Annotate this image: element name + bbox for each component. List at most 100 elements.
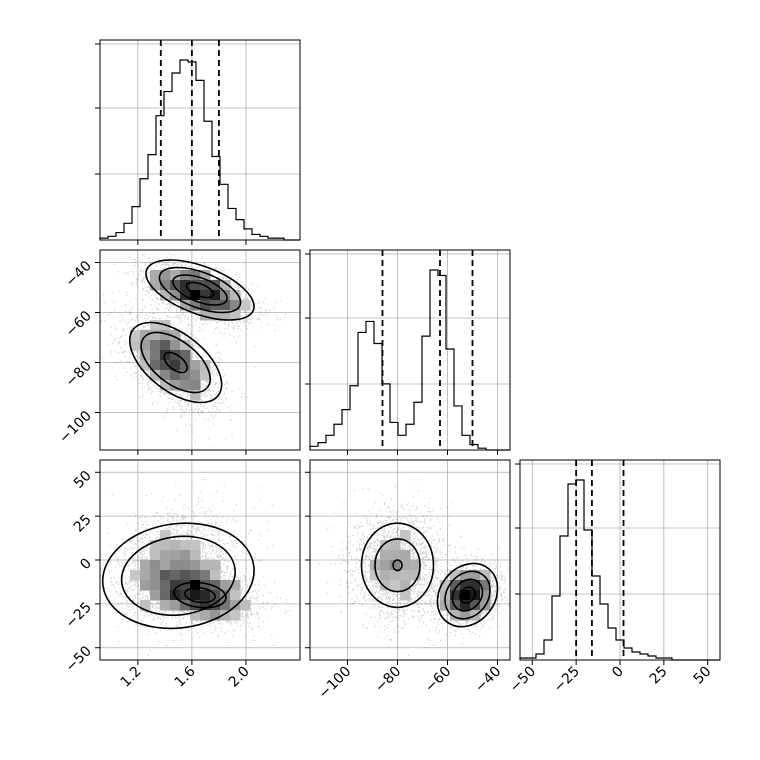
y-tick-label: −80 (63, 358, 95, 390)
scatter-points (100, 472, 291, 656)
density-cell (380, 560, 391, 571)
density-cell (200, 590, 211, 601)
density-cell (180, 340, 191, 351)
y-tick-label: −40 (63, 258, 95, 290)
density-cell (180, 380, 191, 391)
density-cell (180, 540, 191, 551)
density-cell (160, 550, 171, 561)
density-cell (140, 600, 151, 611)
density-cell (180, 280, 191, 291)
panel-frame (99, 39, 301, 241)
contour-line (184, 586, 216, 604)
contour-line (101, 522, 255, 630)
density-cell (230, 300, 241, 311)
density-cell (190, 370, 201, 381)
density-cell (220, 290, 231, 301)
density-cell (170, 570, 181, 581)
density-cell (160, 330, 171, 341)
panel-content (310, 460, 510, 660)
density-cell (210, 290, 221, 301)
density-cell (460, 570, 471, 581)
density-cell (400, 530, 411, 541)
density-cell (160, 580, 171, 591)
density-cell (400, 570, 411, 581)
density-cell (190, 590, 201, 601)
density-cell (480, 590, 491, 601)
density-cell (220, 610, 231, 621)
density-cell (160, 370, 171, 381)
panel-frame (309, 249, 511, 451)
density-cell (390, 540, 401, 551)
density-cell (180, 600, 191, 611)
scatter-panel-p0-p2 (99, 459, 301, 661)
x-tick-label: 50 (691, 664, 715, 688)
density-cell (450, 610, 461, 621)
density-cell (400, 550, 411, 561)
density-cell (200, 610, 211, 621)
density-cell (460, 590, 471, 601)
density-cell (150, 580, 161, 591)
density-cell (200, 580, 211, 591)
density-cell (200, 600, 211, 611)
density-cell (180, 370, 191, 381)
contour-line (145, 259, 255, 321)
density-cell (400, 560, 411, 571)
density-cell (190, 270, 201, 281)
density-cell (230, 610, 241, 621)
density-cell (370, 570, 381, 581)
density-cell (160, 560, 171, 571)
x-tick-label: −80 (372, 664, 404, 696)
density-cell (380, 550, 391, 561)
density-cell (180, 300, 191, 311)
scatter-panel-p1-p2 (309, 459, 511, 661)
density-cell (130, 340, 141, 351)
contour-line (172, 274, 228, 306)
density-cell (140, 580, 151, 591)
density-cell (150, 340, 161, 351)
density-cell (180, 350, 191, 361)
density-cell (150, 270, 161, 281)
density-cell (190, 600, 201, 611)
density-cell (150, 570, 161, 581)
density-cell (150, 370, 161, 381)
contour-line (392, 559, 403, 572)
density-cell (190, 390, 201, 401)
density-cell (410, 560, 421, 571)
density-cell (170, 350, 181, 361)
contour-line (436, 562, 499, 628)
histogram-panel-p0 (95, 39, 301, 241)
density-cell (400, 590, 411, 601)
density-cell (180, 550, 191, 561)
density-cell (210, 580, 221, 591)
y-tick-label: 25 (71, 512, 95, 536)
density-cell (150, 320, 161, 331)
density-cell (190, 560, 201, 571)
density-cell (380, 570, 391, 581)
density-cell (200, 310, 211, 321)
density-cell (150, 560, 161, 571)
density-cell (130, 570, 141, 581)
density-cell (450, 600, 461, 611)
density-cell (390, 550, 401, 561)
density-cell (160, 380, 171, 391)
panel-frame (99, 249, 301, 451)
histogram-panel-p2 (515, 459, 721, 661)
contour-line (163, 351, 188, 374)
contour-line (360, 522, 435, 609)
density-cell (180, 360, 191, 371)
density-cell (230, 290, 241, 301)
density-cell (170, 550, 181, 561)
density-cell (450, 590, 461, 601)
density-cell (170, 540, 181, 551)
contour-line (173, 581, 227, 609)
density-cell (220, 280, 231, 291)
density-cell (210, 280, 221, 291)
density-cell (220, 300, 231, 311)
density-cell (160, 530, 171, 541)
density-cell (170, 330, 181, 341)
density-cell (190, 580, 201, 591)
density-cell (440, 580, 451, 591)
x-tick-label: 2.0 (226, 664, 253, 691)
density-cell (390, 580, 401, 591)
